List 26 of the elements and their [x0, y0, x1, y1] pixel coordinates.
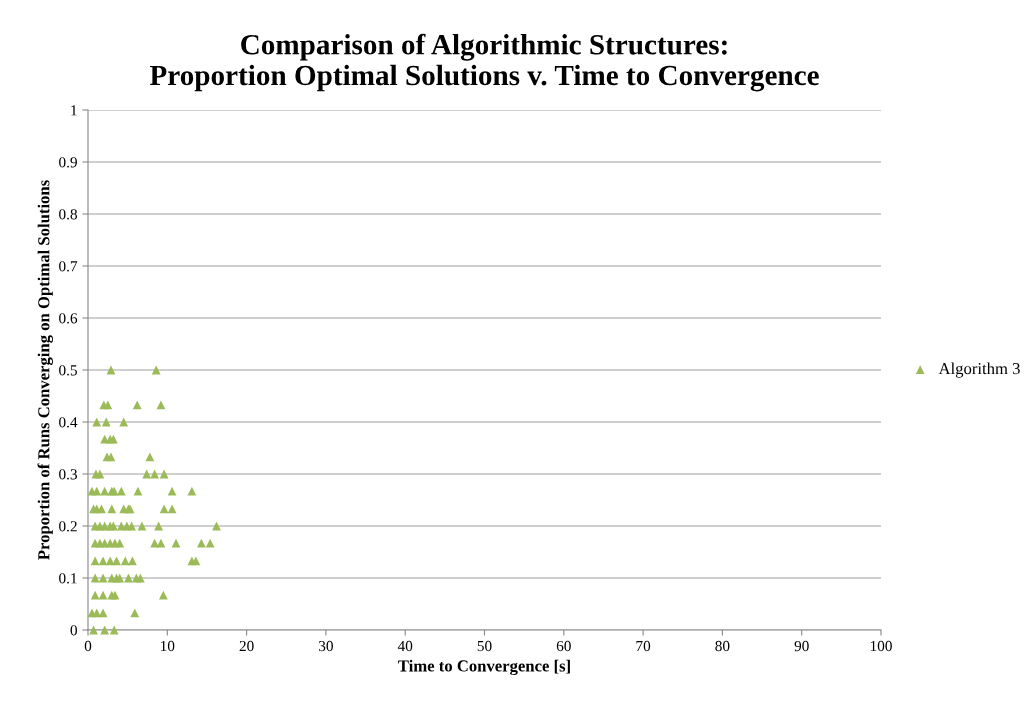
y-axis-title: Proportion of Runs Converging on Optimal Solutions [37, 180, 53, 560]
x-tick-label: 70 [636, 640, 651, 652]
x-tick-label: 80 [715, 640, 730, 652]
x-tick-label: 10 [161, 640, 175, 652]
y-tick-label: 0.9 [59, 157, 77, 168]
x-tick-label: 90 [794, 640, 809, 652]
x-tick-label: 40 [397, 640, 413, 652]
y-tick-label: 0.8 [59, 209, 77, 220]
y-tick-label: 0.6 [59, 313, 78, 324]
y-tick-label: 0.3 [59, 469, 77, 480]
y-tick-label: 0.1 [59, 573, 77, 584]
x-tick-label: 30 [318, 640, 333, 652]
x-tick-label: 60 [556, 640, 571, 652]
y-tick-label: 0 [70, 625, 77, 636]
x-tick-label: 50 [477, 640, 492, 652]
legend-label: Algorithm 3 [938, 362, 1020, 378]
chart-title: Comparison of Algorithmic Structures: Proportion Optimal Solutions v. Time to Convergence [149, 33, 819, 92]
x-tick-label: 100 [870, 640, 892, 652]
x-tick-label: 0 [84, 640, 92, 652]
x-axis-title: Time to Convergence [s] [398, 659, 570, 676]
y-tick-label: 0.7 [59, 261, 78, 272]
x-tick-label: 20 [239, 640, 254, 652]
y-tick-label: 0.2 [59, 521, 77, 532]
y-tick-label: 0.4 [59, 417, 78, 428]
y-tick-label: 0.5 [59, 365, 77, 376]
y-tick-label: 1 [71, 105, 77, 116]
